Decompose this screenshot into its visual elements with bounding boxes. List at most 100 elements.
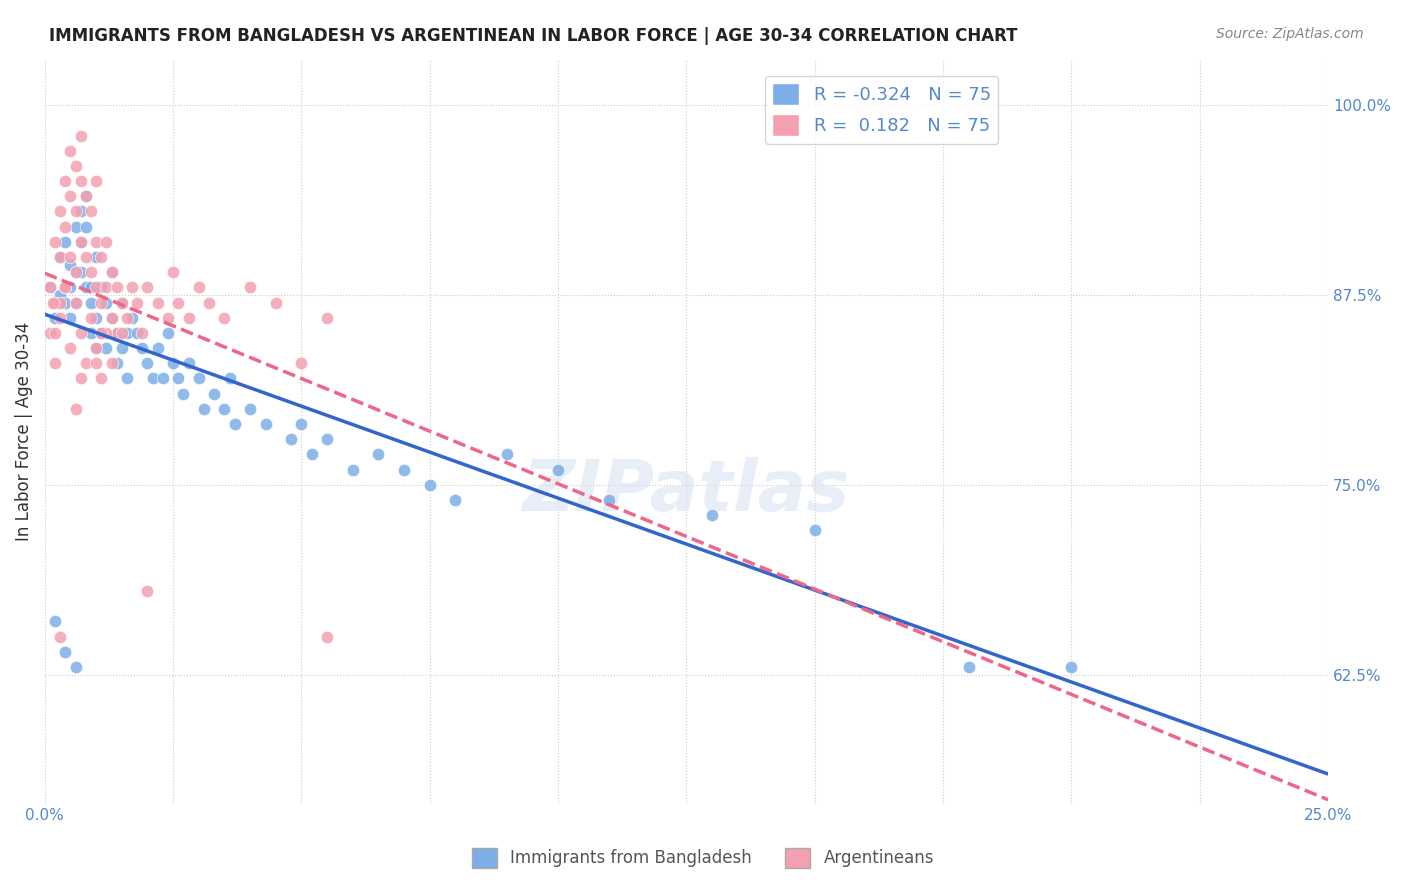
Point bbox=[146, 295, 169, 310]
Point bbox=[100, 265, 122, 279]
Point bbox=[214, 310, 236, 325]
Point bbox=[65, 159, 87, 173]
Point bbox=[53, 280, 76, 294]
Point bbox=[167, 295, 190, 310]
Point bbox=[177, 310, 200, 325]
Point bbox=[44, 356, 66, 370]
Point bbox=[65, 660, 87, 674]
Point bbox=[111, 326, 134, 340]
Y-axis label: In Labor Force | Age 30-34: In Labor Force | Age 30-34 bbox=[15, 322, 32, 541]
Text: IMMIGRANTS FROM BANGLADESH VS ARGENTINEAN IN LABOR FORCE | AGE 30-34 CORRELATION: IMMIGRANTS FROM BANGLADESH VS ARGENTINEA… bbox=[49, 27, 1018, 45]
Point bbox=[105, 280, 128, 294]
Point bbox=[177, 356, 200, 370]
Point bbox=[75, 189, 97, 203]
Point bbox=[111, 295, 134, 310]
Point bbox=[69, 265, 91, 279]
Point bbox=[75, 219, 97, 234]
Point bbox=[156, 310, 179, 325]
Point bbox=[90, 280, 112, 294]
Point bbox=[44, 235, 66, 249]
Point bbox=[239, 401, 262, 416]
Point bbox=[84, 280, 107, 294]
Point bbox=[136, 584, 159, 599]
Point bbox=[96, 341, 118, 355]
Point bbox=[290, 417, 312, 431]
Point bbox=[224, 417, 246, 431]
Point bbox=[105, 326, 128, 340]
Point bbox=[172, 386, 194, 401]
Point bbox=[115, 371, 138, 385]
Point bbox=[146, 341, 169, 355]
Point bbox=[80, 265, 103, 279]
Point bbox=[39, 280, 62, 294]
Point bbox=[49, 295, 72, 310]
Point bbox=[69, 174, 91, 188]
Point bbox=[162, 265, 184, 279]
Point bbox=[84, 250, 107, 264]
Point bbox=[69, 235, 91, 249]
Point bbox=[65, 401, 87, 416]
Point bbox=[44, 326, 66, 340]
Point bbox=[187, 371, 209, 385]
Point bbox=[218, 371, 240, 385]
Point bbox=[84, 310, 107, 325]
Point bbox=[44, 295, 66, 310]
Point bbox=[39, 280, 62, 294]
Point bbox=[90, 250, 112, 264]
Point bbox=[100, 310, 122, 325]
Text: Source: ZipAtlas.com: Source: ZipAtlas.com bbox=[1216, 27, 1364, 41]
Point bbox=[547, 462, 569, 476]
Point bbox=[131, 341, 153, 355]
Point bbox=[69, 235, 91, 249]
Point bbox=[316, 630, 339, 644]
Point bbox=[53, 235, 76, 249]
Point bbox=[136, 280, 159, 294]
Point bbox=[84, 356, 107, 370]
Point bbox=[59, 258, 82, 272]
Point bbox=[202, 386, 225, 401]
Text: ZIPatlas: ZIPatlas bbox=[523, 457, 851, 525]
Point bbox=[700, 508, 723, 522]
Point bbox=[84, 235, 107, 249]
Point bbox=[100, 356, 122, 370]
Legend: R = -0.324   N = 75, R =  0.182   N = 75: R = -0.324 N = 75, R = 0.182 N = 75 bbox=[765, 76, 998, 144]
Point bbox=[342, 462, 364, 476]
Point bbox=[59, 310, 82, 325]
Point bbox=[419, 477, 441, 491]
Point bbox=[53, 280, 76, 294]
Point bbox=[392, 462, 415, 476]
Point bbox=[90, 326, 112, 340]
Point bbox=[69, 128, 91, 143]
Point bbox=[121, 280, 143, 294]
Point bbox=[49, 250, 72, 264]
Point bbox=[187, 280, 209, 294]
Point bbox=[84, 341, 107, 355]
Point bbox=[39, 326, 62, 340]
Point bbox=[84, 174, 107, 188]
Point bbox=[121, 310, 143, 325]
Legend: Immigrants from Bangladesh, Argentineans: Immigrants from Bangladesh, Argentineans bbox=[465, 841, 941, 875]
Point bbox=[127, 326, 149, 340]
Point bbox=[84, 341, 107, 355]
Point bbox=[53, 174, 76, 188]
Point bbox=[65, 265, 87, 279]
Point bbox=[49, 250, 72, 264]
Point bbox=[96, 235, 118, 249]
Point bbox=[136, 356, 159, 370]
Point bbox=[80, 310, 103, 325]
Point bbox=[69, 371, 91, 385]
Point bbox=[80, 295, 103, 310]
Point bbox=[90, 326, 112, 340]
Point bbox=[444, 492, 467, 507]
Point bbox=[69, 326, 91, 340]
Point bbox=[90, 371, 112, 385]
Point bbox=[53, 219, 76, 234]
Point bbox=[90, 295, 112, 310]
Point bbox=[59, 341, 82, 355]
Point bbox=[254, 417, 277, 431]
Point bbox=[142, 371, 165, 385]
Point bbox=[69, 204, 91, 219]
Point bbox=[198, 295, 221, 310]
Point bbox=[65, 265, 87, 279]
Point bbox=[127, 295, 149, 310]
